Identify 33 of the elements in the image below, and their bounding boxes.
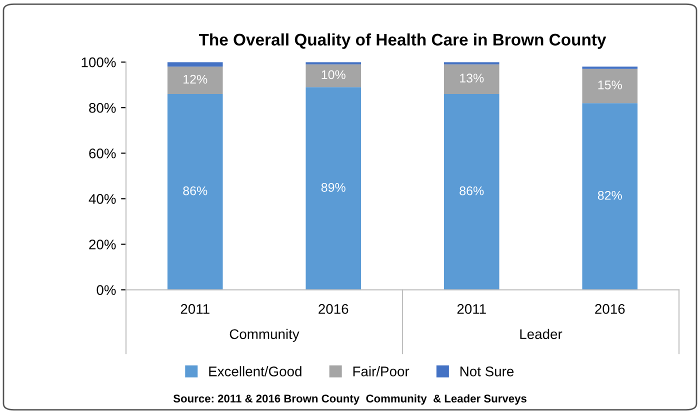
bar bbox=[306, 64, 362, 88]
y-tick-label: 40% bbox=[88, 194, 116, 204]
bar bbox=[306, 87, 362, 290]
data-label: 10% bbox=[322, 70, 346, 80]
x-tick-label: 2011 bbox=[457, 304, 486, 314]
bar bbox=[167, 94, 223, 290]
legend-label: Not Sure bbox=[460, 366, 514, 376]
text: Community bbox=[230, 328, 300, 342]
data-label: 89% bbox=[321, 182, 346, 192]
text: Leader bbox=[520, 328, 562, 340]
y-tick-label: 20% bbox=[89, 240, 116, 250]
data-label: 13% bbox=[460, 74, 484, 83]
x-tick-label: 2016 bbox=[595, 304, 625, 314]
legend-label: Excellent/Good bbox=[209, 366, 302, 376]
data-label: 12% bbox=[184, 74, 208, 84]
x-tick-label: 2011 bbox=[180, 304, 210, 314]
y-tick-label: 100% bbox=[82, 57, 116, 68]
bar bbox=[167, 66, 223, 94]
data-label: 86% bbox=[183, 186, 208, 196]
bar bbox=[582, 68, 638, 104]
data-label: 15% bbox=[598, 80, 622, 90]
y-tick-label: 80% bbox=[89, 102, 116, 113]
data-label: 86% bbox=[460, 186, 484, 196]
chart-title: The Overall Quality of Health Care in Brown County bbox=[198, 33, 606, 49]
data-label: 82% bbox=[598, 190, 622, 200]
y-tick-label: 60% bbox=[89, 148, 116, 158]
bar bbox=[444, 94, 500, 290]
y-tick-label: 0% bbox=[96, 285, 116, 295]
legend-label: Fair/Poor bbox=[353, 366, 410, 376]
x-tick-label: 2016 bbox=[318, 304, 348, 314]
source-note: Source: 2011 & 2016 Brown County Community & Leader Surveys bbox=[173, 394, 526, 405]
bar bbox=[444, 64, 500, 94]
bar bbox=[582, 103, 638, 290]
